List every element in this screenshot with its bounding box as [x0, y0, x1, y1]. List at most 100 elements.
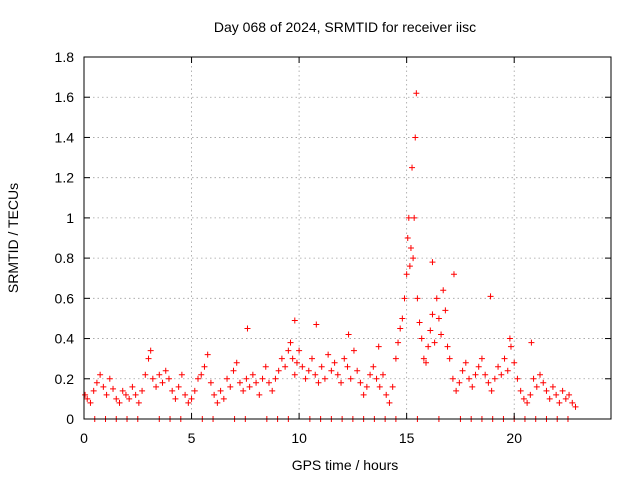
data-point — [450, 271, 457, 278]
data-point — [375, 343, 382, 350]
data-point — [153, 383, 160, 390]
data-point — [129, 383, 136, 390]
data-point — [514, 375, 521, 382]
data-point — [427, 327, 434, 334]
data-point — [224, 375, 231, 382]
data-point — [389, 383, 396, 390]
data-point — [416, 319, 423, 326]
data-point — [363, 383, 370, 390]
data-point — [405, 214, 412, 221]
y-tick-label: 1.8 — [55, 49, 75, 65]
data-point — [528, 339, 535, 346]
data-point — [217, 387, 224, 394]
data-point — [244, 325, 251, 332]
data-point — [395, 339, 402, 346]
data-point — [198, 371, 205, 378]
data-point — [253, 379, 260, 386]
x-axis-ticks: 0 5 10 15 20 — [80, 57, 522, 446]
data-point — [139, 387, 146, 394]
data-point — [162, 367, 169, 374]
data-point — [456, 379, 463, 386]
data-point — [100, 383, 107, 390]
data-point — [373, 375, 380, 382]
data-point — [249, 371, 256, 378]
data-point — [275, 367, 282, 374]
data-point — [546, 395, 553, 402]
data-point — [444, 343, 451, 350]
data-point — [122, 391, 129, 398]
data-point — [285, 347, 292, 354]
data-point — [507, 343, 514, 350]
data-point — [272, 375, 279, 382]
data-point — [93, 379, 100, 386]
data-point — [156, 371, 163, 378]
data-point — [142, 371, 149, 378]
data-point — [360, 391, 367, 398]
data-point — [236, 379, 243, 386]
x-tick-label: 15 — [399, 430, 415, 446]
data-point — [466, 375, 473, 382]
data-point — [488, 387, 495, 394]
y-tick-label: 0.6 — [55, 290, 75, 306]
x-tick-label: 0 — [80, 430, 88, 446]
data-point — [113, 395, 120, 402]
data-point — [442, 307, 449, 314]
data-point — [469, 383, 476, 390]
data-point — [485, 379, 492, 386]
data-point — [103, 391, 110, 398]
data-point — [379, 371, 386, 378]
data-point — [87, 399, 94, 406]
data-point — [414, 295, 421, 302]
data-point — [446, 355, 453, 362]
y-tick-label: 1.6 — [55, 89, 75, 105]
data-point — [305, 367, 312, 374]
data-point — [318, 363, 325, 370]
data-point — [425, 343, 432, 350]
data-point — [214, 399, 221, 406]
data-point — [401, 295, 408, 302]
data-point — [403, 271, 410, 278]
data-point — [185, 399, 192, 406]
data-point — [350, 347, 357, 354]
data-point — [520, 395, 527, 402]
data-point — [265, 379, 272, 386]
data-point — [147, 347, 154, 354]
x-tick-label: 5 — [188, 430, 196, 446]
data-point — [172, 395, 179, 402]
data-point — [413, 90, 420, 97]
data-point — [354, 367, 361, 374]
data-point — [418, 335, 425, 342]
data-point — [533, 383, 540, 390]
data-point — [431, 339, 438, 346]
data-point — [312, 371, 319, 378]
data-point — [341, 355, 348, 362]
data-point — [537, 371, 544, 378]
data-point — [345, 331, 352, 338]
data-point — [313, 321, 320, 328]
x-tick-label: 10 — [291, 430, 307, 446]
data-point — [553, 391, 560, 398]
data-point — [559, 387, 566, 394]
data-point — [506, 335, 513, 342]
data-point — [543, 387, 550, 394]
chart-title: Day 068 of 2024, SRMTID for receiver iis… — [214, 19, 476, 35]
data-point — [562, 395, 569, 402]
y-axis-ticks: 0 0.2 0.4 0.6 0.8 1 1.2 1.4 1.6 1.8 — [55, 49, 611, 427]
data-point — [321, 375, 328, 382]
data-point — [433, 295, 440, 302]
data-point — [472, 371, 479, 378]
data-point — [178, 371, 185, 378]
data-point — [566, 391, 573, 398]
data-point — [119, 387, 126, 394]
data-point — [420, 355, 427, 362]
data-point — [175, 383, 182, 390]
y-tick-label: 0 — [66, 411, 74, 427]
data-point — [331, 359, 338, 366]
data-point — [169, 387, 176, 394]
data-point — [435, 315, 442, 322]
data-point — [233, 359, 240, 366]
data-point — [412, 134, 419, 141]
data-point — [475, 363, 482, 370]
data-point — [386, 399, 393, 406]
data-point — [549, 383, 556, 390]
